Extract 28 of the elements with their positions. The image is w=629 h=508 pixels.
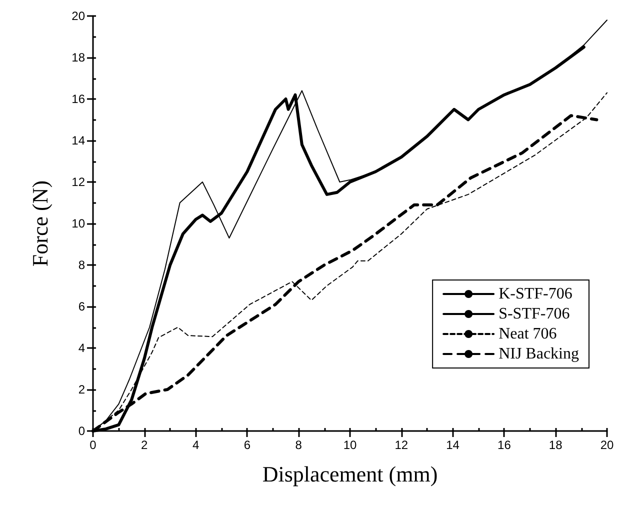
y-tick-label: 20 <box>72 9 86 23</box>
y-tick-label: 14 <box>72 134 86 148</box>
y-axis-title: Force (N) <box>28 180 52 267</box>
x-tick-label: 20 <box>600 438 614 452</box>
x-tick-label: 8 <box>295 438 302 452</box>
x-tick-label: 4 <box>192 438 200 452</box>
legend-label: K-STF-706 <box>498 286 572 302</box>
legend-label: NIJ Backing <box>498 346 580 362</box>
x-tick-label: 16 <box>498 438 512 452</box>
y-tick-label: 12 <box>72 175 86 189</box>
x-axis-title: Displacement (mm) <box>262 462 438 486</box>
x-tick-label: 2 <box>141 438 148 452</box>
x-tick-label: 12 <box>394 438 408 452</box>
x-tick-label: 18 <box>548 438 563 452</box>
x-tick-label: 6 <box>244 438 251 452</box>
y-tick-label: 0 <box>78 424 86 438</box>
x-tick-label: 10 <box>343 438 357 452</box>
y-tick-label: 6 <box>78 300 86 314</box>
y-tick-label: 10 <box>72 216 86 230</box>
y-tick-label: 16 <box>72 92 86 106</box>
x-tick-label: 0 <box>90 438 97 452</box>
y-tick-label: 4 <box>78 341 86 355</box>
legend-label: S-STF-706 <box>498 306 570 322</box>
x-tick-label: 14 <box>446 438 460 452</box>
legend-label: Neat 706 <box>498 326 557 342</box>
y-tick-label: 18 <box>72 50 86 64</box>
y-tick-label: 8 <box>78 258 86 272</box>
y-tick-label: 2 <box>78 382 86 396</box>
